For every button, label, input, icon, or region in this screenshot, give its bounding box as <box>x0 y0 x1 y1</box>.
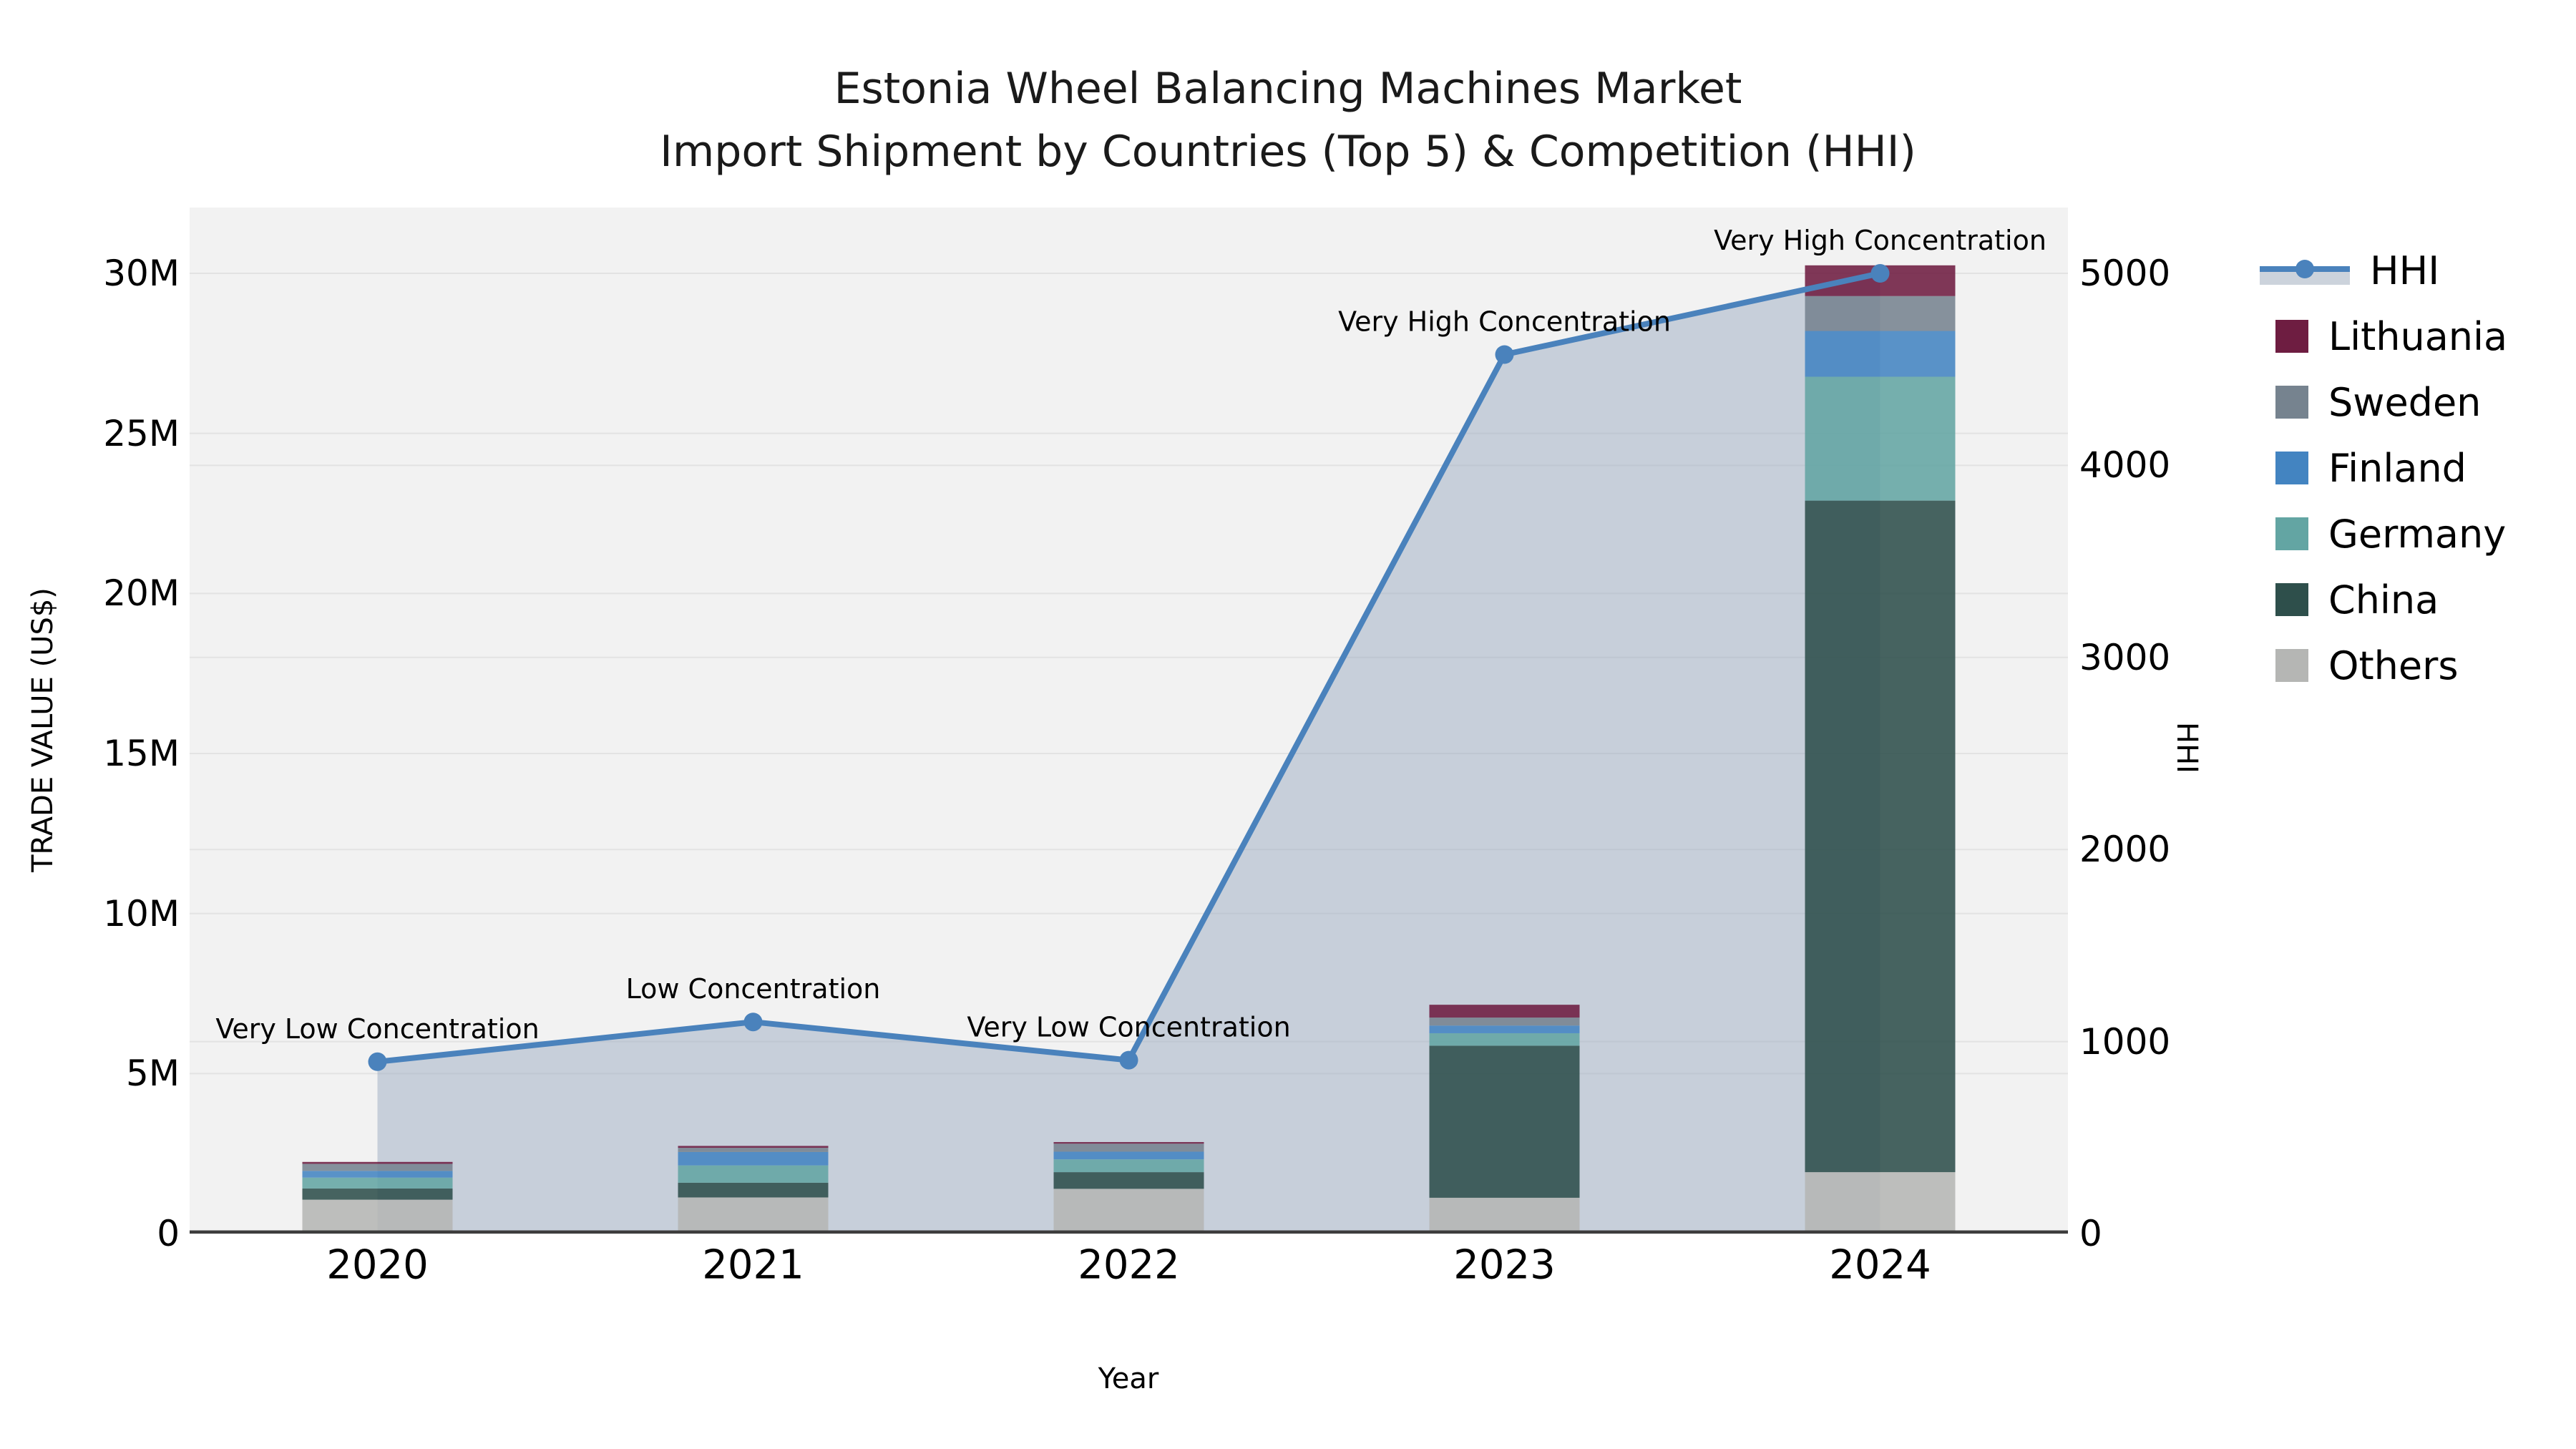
bar-segment-2022-china[interactable] <box>1053 1172 1204 1189</box>
bar-segment-2024-others[interactable] <box>1805 1172 1956 1234</box>
y-right-tick-3000: 3000 <box>2079 636 2171 678</box>
x-tick-2020: 2020 <box>326 1241 429 1289</box>
bar-segment-2022-germany[interactable] <box>1053 1159 1204 1173</box>
x-tick-2024: 2024 <box>1829 1241 1931 1289</box>
bar-segment-2024-finland[interactable] <box>1805 331 1956 377</box>
y-left-tick-10M: 10M <box>103 892 180 935</box>
bar-segment-2024-germany[interactable] <box>1805 376 1956 501</box>
bar-segment-2020-germany[interactable] <box>302 1177 453 1189</box>
bar-segment-2024-china[interactable] <box>1805 500 1956 1173</box>
bar-segment-2023-sweden[interactable] <box>1429 1018 1580 1026</box>
legend-label-others: Others <box>2328 643 2459 688</box>
bar-segment-2023-germany[interactable] <box>1429 1033 1580 1046</box>
legend-item-germany[interactable]: Germany <box>2260 501 2507 567</box>
bar-segment-2022-sweden[interactable] <box>1053 1143 1204 1152</box>
bar-segment-2023-others[interactable] <box>1429 1197 1580 1234</box>
bar-segment-2023-lithuania[interactable] <box>1429 1005 1580 1018</box>
y-left-tick-5M: 5M <box>126 1053 180 1095</box>
legend: HHI Lithuania Sweden Finland Germany China Oth… <box>2260 238 2507 698</box>
x-tick-2023: 2023 <box>1453 1241 1556 1289</box>
x-tick-2021: 2021 <box>702 1241 804 1289</box>
y-left-tick-30M: 30M <box>103 253 180 294</box>
annotation-2023: Very High Concentration <box>1338 306 1671 338</box>
hhi-marker-2024[interactable] <box>1870 264 1890 283</box>
legend-item-sweden[interactable]: Sweden <box>2260 369 2507 435</box>
bar-segment-2021-lithuania[interactable] <box>678 1146 829 1148</box>
y-left-tick-0: 0 <box>157 1213 180 1254</box>
y-right-tick-0: 0 <box>2079 1213 2102 1254</box>
x-axis-label: Year <box>1098 1362 1159 1395</box>
bar-segment-2021-sweden[interactable] <box>678 1148 829 1152</box>
legend-swatch-lithuania <box>2275 320 2308 353</box>
bar-segment-2022-others[interactable] <box>1053 1189 1204 1234</box>
bar-segment-2020-others[interactable] <box>302 1199 453 1234</box>
legend-label-hhi: HHI <box>2370 248 2440 293</box>
hhi-marker-2022[interactable] <box>1119 1050 1138 1070</box>
y-left-tick-25M: 25M <box>103 412 180 454</box>
bar-segment-2021-china[interactable] <box>678 1182 829 1198</box>
hhi-marker-2023[interactable] <box>1495 345 1514 364</box>
legend-label-lithuania: Lithuania <box>2328 313 2508 359</box>
y-left-tick-15M: 15M <box>103 733 180 774</box>
chart-canvas: Very Low Concentration Low Concentration V… <box>190 225 2068 1234</box>
y-right-tick-1000: 1000 <box>2079 1020 2171 1063</box>
y-right-tick-4000: 4000 <box>2079 444 2171 487</box>
legend-hhi-line-icon <box>2260 256 2350 285</box>
bar-segment-2021-finland[interactable] <box>678 1151 829 1166</box>
x-tick-2022: 2022 <box>1078 1241 1180 1289</box>
y-right-tick-2000: 2000 <box>2079 829 2171 871</box>
legend-item-china[interactable]: China <box>2260 567 2507 633</box>
legend-swatch-others <box>2275 649 2308 682</box>
chart-title-line2: Import Shipment by Countries (Top 5) & C… <box>660 127 1916 177</box>
hhi-marker-2021[interactable] <box>743 1013 763 1032</box>
legend-item-finland[interactable]: Finland <box>2260 435 2507 501</box>
legend-label-china: China <box>2328 577 2439 623</box>
annotation-2024: Very High Concentration <box>1714 225 2046 256</box>
legend-swatch-china <box>2275 583 2308 616</box>
legend-label-sweden: Sweden <box>2328 379 2482 425</box>
bar-segment-2020-finland[interactable] <box>302 1171 453 1178</box>
legend-item-lithuania[interactable]: Lithuania <box>2260 303 2507 369</box>
bar-segment-2022-finland[interactable] <box>1053 1151 1204 1160</box>
legend-item-others[interactable]: Others <box>2260 633 2507 698</box>
y-left-tick-20M: 20M <box>103 572 180 615</box>
legend-label-germany: Germany <box>2328 511 2507 557</box>
y-right-tick-5000: 5000 <box>2079 253 2171 294</box>
legend-hhi-marker-icon <box>2296 260 2314 278</box>
annotation-2020: Very Low Concentration <box>215 1013 539 1045</box>
plot-area: Very Low Concentration Low Concentration V… <box>190 208 2068 1234</box>
legend-label-finland: Finland <box>2328 445 2467 491</box>
bar-segment-2023-china[interactable] <box>1429 1045 1580 1198</box>
legend-item-hhi[interactable]: HHI <box>2260 238 2507 303</box>
annotation-2022: Very Low Concentration <box>967 1012 1290 1043</box>
legend-swatch-sweden <box>2275 386 2308 419</box>
y-axis-right-label: HHI <box>2170 722 2203 774</box>
bar-segment-2020-china[interactable] <box>302 1188 453 1200</box>
legend-swatch-finland <box>2275 452 2308 484</box>
bar-segment-2023-finland[interactable] <box>1429 1025 1580 1033</box>
bar-segment-2022-lithuania[interactable] <box>1053 1142 1204 1144</box>
y-axis-left-label: TRADE VALUE (US$) <box>26 587 59 872</box>
bar-segment-2020-lithuania[interactable] <box>302 1161 453 1164</box>
chart-title: Estonia Wheel Balancing Machines Market … <box>0 57 2576 183</box>
legend-swatch-germany <box>2275 517 2308 550</box>
bar-segment-2020-sweden[interactable] <box>302 1163 453 1171</box>
chart-title-line1: Estonia Wheel Balancing Machines Market <box>834 64 1742 114</box>
bar-segment-2024-sweden[interactable] <box>1805 296 1956 331</box>
hhi-area-fill <box>377 273 1880 1234</box>
annotation-2021: Low Concentration <box>626 973 881 1005</box>
hhi-marker-2020[interactable] <box>368 1052 387 1071</box>
bar-segment-2021-others[interactable] <box>678 1197 829 1234</box>
bar-segment-2021-germany[interactable] <box>678 1165 829 1183</box>
